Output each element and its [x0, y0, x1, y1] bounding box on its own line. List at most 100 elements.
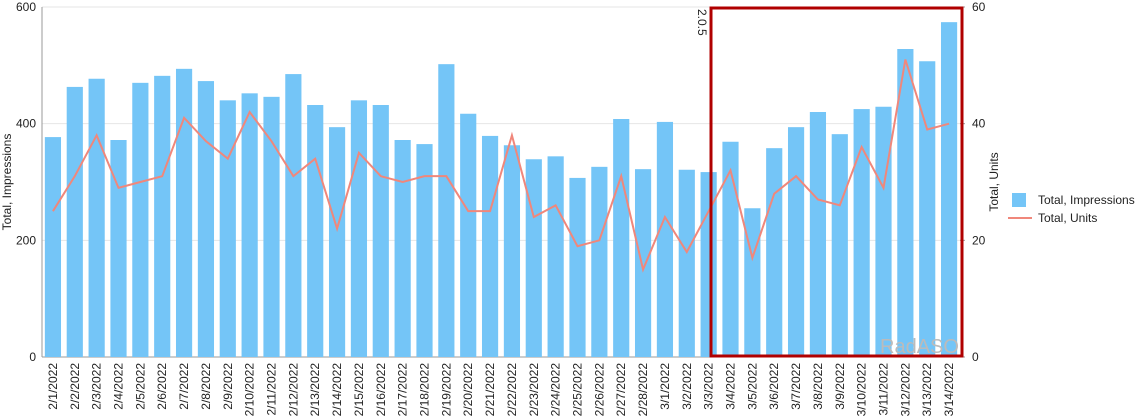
bar: [591, 166, 608, 357]
bars: [44, 22, 958, 358]
bar: [875, 106, 892, 357]
bar: [919, 61, 936, 357]
x-tick-label: 2/20/2022: [461, 363, 475, 417]
legend-label: Total, Impressions: [1038, 193, 1135, 207]
x-tick-label: 3/3/2022: [702, 363, 716, 410]
line: [52, 59, 950, 273]
x-tick-label: 3/2/2022: [680, 363, 694, 410]
y2-tick-label: 60: [972, 0, 986, 14]
bar: [744, 208, 761, 357]
legend-swatch: [1012, 193, 1026, 207]
x-tick-label: 2/23/2022: [527, 363, 541, 417]
bar: [66, 86, 83, 358]
x-tick-label: 2/9/2022: [221, 363, 235, 410]
x-tick-label: 3/9/2022: [833, 363, 847, 410]
bar: [613, 119, 630, 357]
x-tick-label: 2/8/2022: [199, 363, 213, 410]
y-tick-label: 600: [16, 0, 36, 14]
x-tick-label: 2/19/2022: [439, 363, 453, 417]
x-tick-label: 2/22/2022: [505, 363, 519, 417]
bar: [328, 127, 346, 358]
bar: [634, 169, 652, 357]
x-tick-label: 3/6/2022: [767, 363, 781, 410]
x-tick-label: 3/11/2022: [877, 363, 891, 416]
bar: [481, 135, 499, 357]
x-tick-label: 2/21/2022: [483, 363, 497, 417]
x-tick-label: 2/28/2022: [636, 363, 650, 417]
x-tick-label: 2/5/2022: [133, 363, 147, 410]
bar: [285, 74, 302, 357]
x-tick-label: 2/12/2022: [286, 363, 300, 417]
bar: [722, 141, 739, 357]
bar: [809, 112, 827, 357]
grid: 0 200 400 600 0 20 40 60 2/1/2022 2/2/2022 2/3/202…: [16, 0, 986, 416]
x-tick-label: 2/1/2022: [46, 363, 60, 410]
bar: [416, 144, 433, 357]
x-tick-label: 3/7/2022: [789, 363, 803, 410]
line-layer: [52, 59, 950, 273]
bar: [197, 81, 215, 357]
bar: [350, 100, 368, 357]
x-tick-label: 2/4/2022: [112, 363, 126, 410]
bar: [460, 113, 477, 357]
bar: [940, 22, 958, 358]
bar: [897, 49, 914, 357]
x-tick-label: 3/1/2022: [658, 363, 672, 410]
y-tick-label: 400: [16, 117, 36, 131]
bar: [766, 148, 783, 357]
y-axis-label: Total, Impressions: [0, 134, 14, 231]
x-tick-label: 2/18/2022: [418, 363, 432, 417]
bar: [569, 177, 586, 357]
x-tick-label: 2/10/2022: [243, 363, 257, 417]
y2-tick-label: 40: [972, 117, 986, 131]
x-tick-label: 2/3/2022: [90, 363, 104, 410]
bar: [307, 105, 324, 357]
x-tick-label: 2/6/2022: [155, 363, 169, 410]
bar: [241, 93, 258, 357]
x-tick-label: 2/25/2022: [571, 363, 585, 417]
legend-label: Total, Units: [1038, 211, 1097, 225]
x-tick-label: 2/13/2022: [308, 363, 322, 417]
bar: [678, 169, 695, 357]
bar: [853, 109, 870, 357]
bar: [438, 64, 455, 358]
annotation: 2.0.5: [695, 9, 709, 36]
bar: [263, 96, 280, 357]
x-tick-label: 2/7/2022: [177, 363, 191, 410]
bar: [44, 137, 62, 357]
y2-tick-label: 20: [972, 233, 986, 247]
y2-axis-label: Total, Units: [987, 152, 1001, 211]
x-tick-label: 2/2/2022: [68, 363, 82, 410]
bar: [219, 100, 236, 357]
x-tick-label: 2/11/2022: [265, 363, 279, 416]
bar: [656, 121, 674, 358]
x-tick-label: 2/24/2022: [549, 363, 563, 417]
bar: [88, 78, 105, 357]
x-tick-label: 2/16/2022: [374, 363, 388, 417]
x-tick-label: 2/14/2022: [330, 363, 344, 417]
bar: [175, 68, 193, 357]
bar: [547, 156, 564, 357]
watermark: RadASO: [880, 336, 959, 358]
y-tick-label: 200: [16, 233, 36, 247]
y2-tick-label: 0: [972, 350, 979, 364]
x-tick-label: 3/8/2022: [811, 363, 825, 410]
x-tick-label: 3/5/2022: [745, 363, 759, 410]
x-tick-label: 3/10/2022: [855, 363, 869, 417]
x-tick-label: 3/14/2022: [942, 363, 956, 417]
legend: Total, Impressions Total, Units: [1008, 193, 1135, 225]
bar: [831, 134, 848, 357]
bar: [503, 145, 521, 357]
bar: [132, 82, 149, 357]
bar: [110, 140, 127, 357]
x-tick-label: 3/4/2022: [724, 363, 738, 410]
x-tick-label: 3/12/2022: [898, 363, 912, 417]
bar: [154, 75, 171, 357]
x-tick-label: 2/26/2022: [592, 363, 606, 417]
bar: [525, 159, 542, 357]
x-tick-label: 2/27/2022: [614, 363, 628, 417]
bar: [787, 127, 805, 358]
x-tick-label: 3/13/2022: [920, 363, 934, 417]
bar: [394, 140, 411, 357]
